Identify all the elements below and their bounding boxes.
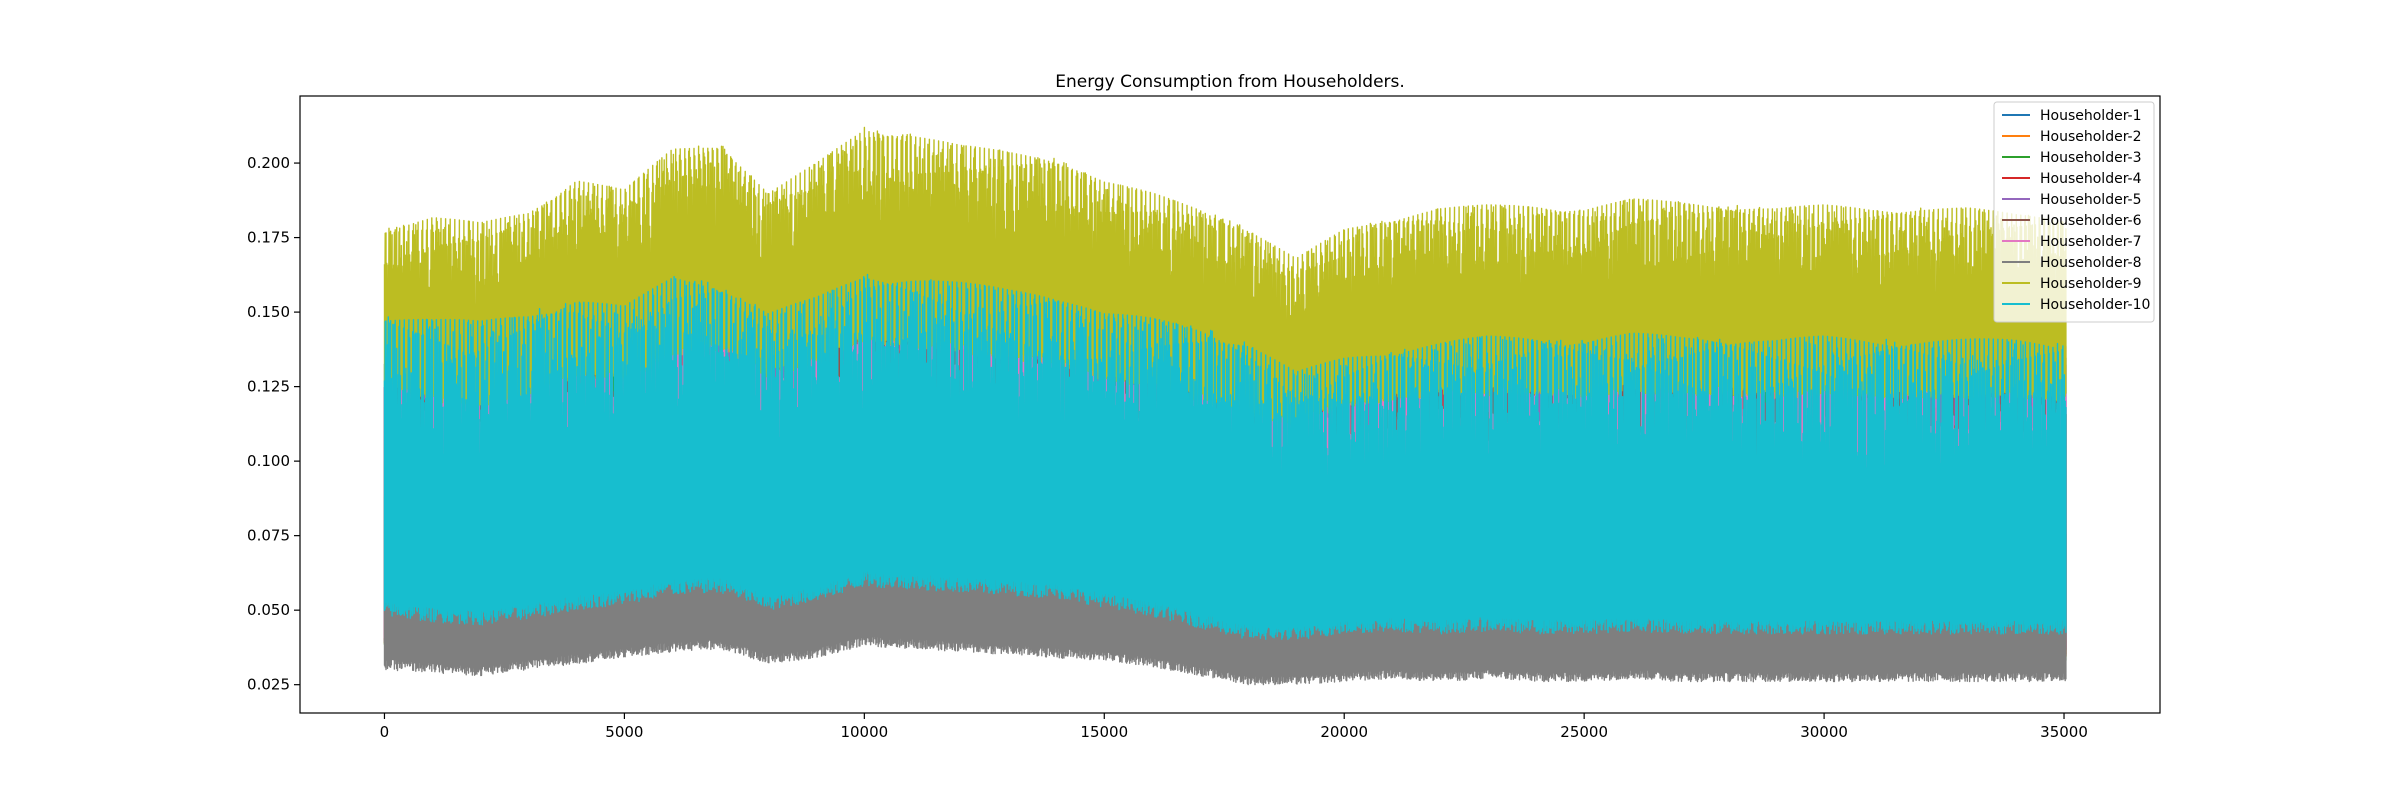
- legend-label: Householder-7: [2040, 234, 2142, 250]
- chart-title: Energy Consumption from Householders.: [1055, 72, 1405, 92]
- y-tick-label: 0.050: [247, 601, 290, 619]
- x-tick-label: 30000: [1800, 723, 1848, 741]
- x-axis: 0 5000 10000 15000 20000 25000 30000 35000: [380, 713, 2088, 741]
- x-tick-label: 25000: [1560, 723, 1608, 741]
- legend-box: [1993, 101, 2155, 323]
- y-tick-label: 0.100: [247, 452, 290, 470]
- legend: Householder-1 Householder-2 Householder-3 H…: [1993, 101, 2155, 323]
- x-tick-label: 5000: [605, 723, 643, 741]
- legend-label: Householder-4: [2040, 171, 2142, 187]
- y-tick-label: 0.075: [247, 527, 290, 545]
- legend-label: Householder-8: [2040, 255, 2142, 271]
- y-tick-label: 0.125: [247, 378, 290, 396]
- plot-area: [383, 126, 2067, 686]
- legend-label: Householder-1: [2040, 108, 2142, 124]
- y-tick-label: 0.175: [247, 229, 290, 247]
- x-tick-label: 10000: [840, 723, 888, 741]
- series-line-householder-10: [383, 273, 2067, 641]
- y-tick-label: 0.150: [247, 303, 290, 321]
- x-tick-label: 15000: [1080, 723, 1128, 741]
- legend-label: Householder-5: [2040, 192, 2142, 208]
- y-axis: 0.025 0.050 0.075 0.100 0.125 0.150 0.175 0.200: [247, 154, 300, 694]
- legend-label: Householder-2: [2040, 129, 2142, 145]
- x-tick-label: 0: [380, 723, 390, 741]
- legend-label: Householder-3: [2040, 150, 2142, 166]
- axes-frame: [299, 95, 2161, 714]
- y-tick-label: 0.025: [247, 676, 290, 694]
- legend-label: Householder-9: [2040, 276, 2142, 292]
- legend-label: Householder-6: [2040, 213, 2142, 229]
- x-tick-label: 35000: [2040, 723, 2088, 741]
- y-tick-label: 0.200: [247, 154, 290, 172]
- series-line-householder-9: [383, 126, 2067, 425]
- x-tick-label: 20000: [1320, 723, 1368, 741]
- legend-label: Householder-10: [2040, 297, 2150, 313]
